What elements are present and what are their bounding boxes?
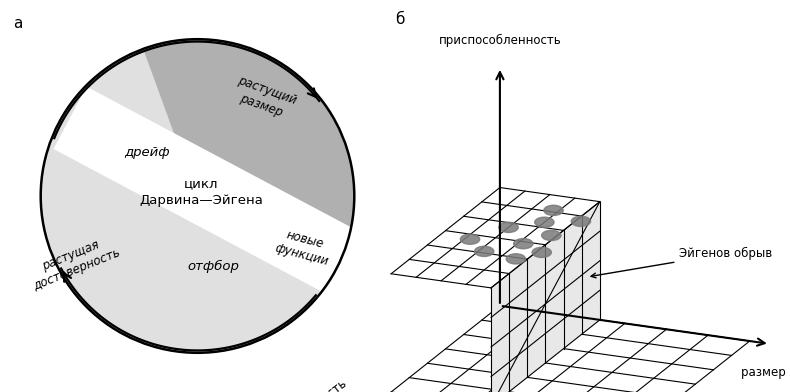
Polygon shape <box>491 201 600 392</box>
Ellipse shape <box>571 216 591 227</box>
Text: Эйгенов обрыв: Эйгенов обрыв <box>591 247 773 278</box>
Ellipse shape <box>498 222 518 232</box>
Ellipse shape <box>542 230 561 241</box>
Text: а: а <box>13 16 23 31</box>
Text: растущий
размер: растущий размер <box>231 74 298 122</box>
Ellipse shape <box>514 239 533 249</box>
Ellipse shape <box>475 246 494 256</box>
Ellipse shape <box>544 205 563 216</box>
Text: размер генома: размер генома <box>740 366 790 379</box>
Text: приспособленность: приспособленность <box>438 34 561 47</box>
Ellipse shape <box>461 234 480 244</box>
Circle shape <box>41 39 354 353</box>
Polygon shape <box>391 187 600 288</box>
Wedge shape <box>41 49 349 353</box>
Polygon shape <box>54 87 381 305</box>
Text: точность
репликации: точность репликации <box>281 376 359 392</box>
Ellipse shape <box>532 247 551 258</box>
Text: дрейф: дрейф <box>124 146 169 160</box>
Text: отфбор: отфбор <box>187 260 239 273</box>
Text: новые
функции: новые функции <box>273 226 333 268</box>
Text: цикл
Дарвина—Эйгена: цикл Дарвина—Эйгена <box>140 177 263 207</box>
Text: растущая
достоверность: растущая достоверность <box>25 232 122 294</box>
Wedge shape <box>144 39 354 237</box>
Ellipse shape <box>535 217 554 227</box>
Ellipse shape <box>506 254 525 264</box>
Text: б: б <box>395 12 404 27</box>
